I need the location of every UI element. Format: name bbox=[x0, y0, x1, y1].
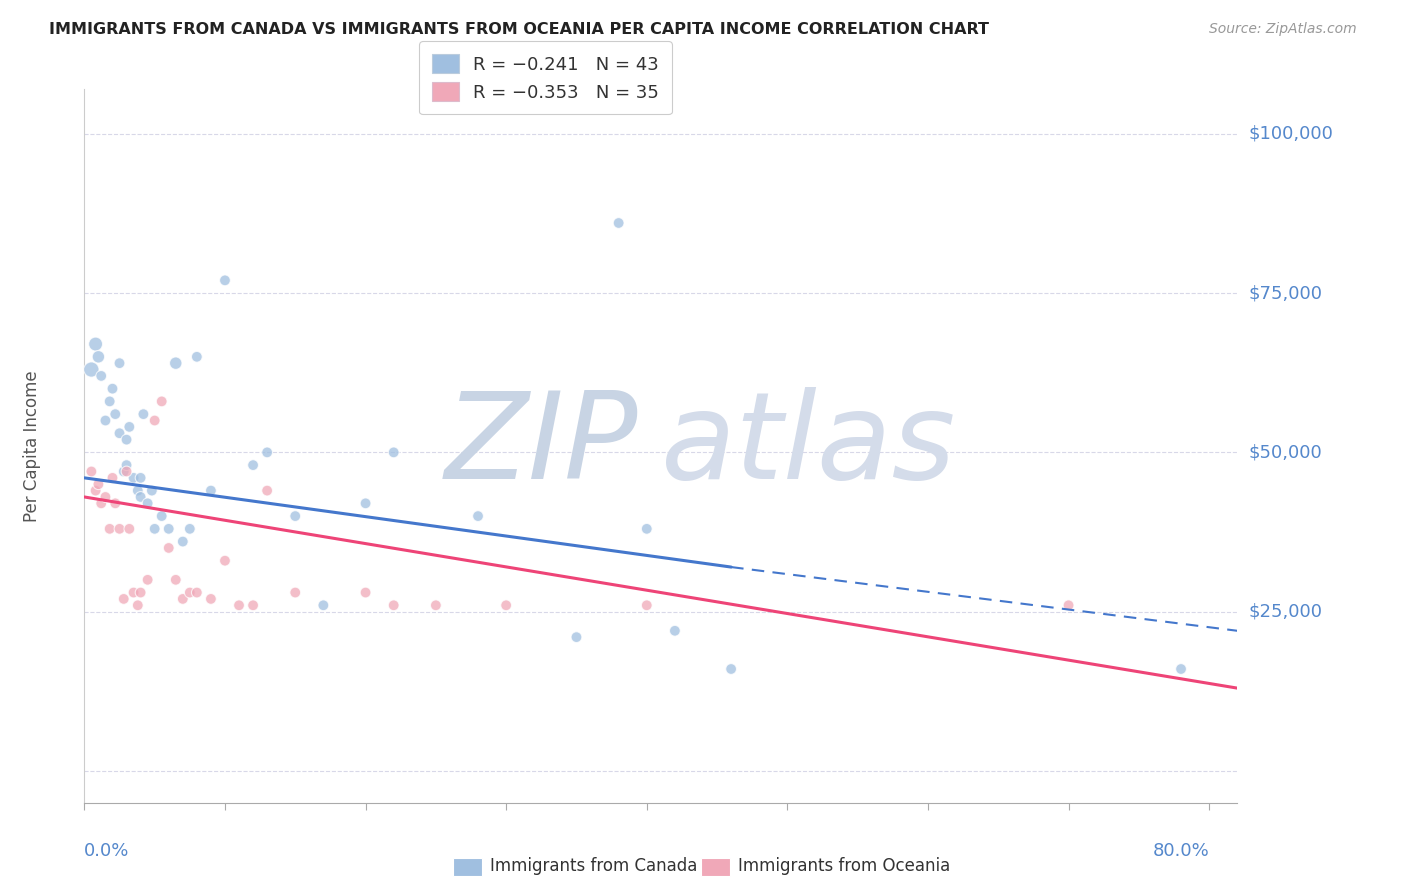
Point bbox=[467, 509, 489, 524]
Point bbox=[150, 509, 173, 524]
Point bbox=[425, 599, 447, 613]
Point bbox=[157, 541, 180, 555]
Point bbox=[80, 362, 103, 376]
Text: 80.0%: 80.0% bbox=[1153, 842, 1209, 860]
Point bbox=[84, 483, 107, 498]
Point bbox=[720, 662, 742, 676]
Point bbox=[200, 591, 222, 606]
Point bbox=[80, 465, 103, 479]
Point bbox=[98, 394, 121, 409]
Point bbox=[157, 522, 180, 536]
Point bbox=[636, 599, 658, 613]
Point bbox=[136, 573, 159, 587]
Point bbox=[1170, 662, 1192, 676]
Point bbox=[284, 585, 307, 599]
Text: $50,000: $50,000 bbox=[1249, 443, 1322, 461]
Text: Immigrants from Canada: Immigrants from Canada bbox=[491, 857, 697, 875]
Point bbox=[636, 522, 658, 536]
Point bbox=[115, 433, 138, 447]
Point bbox=[129, 471, 152, 485]
Point bbox=[186, 585, 208, 599]
Point bbox=[354, 585, 377, 599]
Text: atlas: atlas bbox=[661, 387, 956, 505]
Text: ZIP: ZIP bbox=[444, 387, 638, 505]
Point bbox=[179, 585, 201, 599]
Point bbox=[84, 337, 107, 351]
Point bbox=[242, 599, 264, 613]
Text: Source: ZipAtlas.com: Source: ZipAtlas.com bbox=[1209, 22, 1357, 37]
Point bbox=[127, 483, 149, 498]
Point bbox=[127, 599, 149, 613]
Point bbox=[108, 356, 131, 370]
Point bbox=[129, 585, 152, 599]
Text: IMMIGRANTS FROM CANADA VS IMMIGRANTS FROM OCEANIA PER CAPITA INCOME CORRELATION : IMMIGRANTS FROM CANADA VS IMMIGRANTS FRO… bbox=[49, 22, 990, 37]
Point bbox=[104, 496, 127, 510]
Point bbox=[200, 483, 222, 498]
Point bbox=[214, 273, 236, 287]
Point bbox=[104, 407, 127, 421]
Text: $75,000: $75,000 bbox=[1249, 284, 1323, 302]
Point bbox=[165, 573, 187, 587]
Point bbox=[495, 599, 517, 613]
Point bbox=[312, 599, 335, 613]
Point bbox=[98, 522, 121, 536]
Point bbox=[94, 413, 117, 427]
FancyBboxPatch shape bbox=[702, 858, 730, 876]
FancyBboxPatch shape bbox=[453, 858, 482, 876]
Point bbox=[90, 496, 112, 510]
Point bbox=[112, 465, 135, 479]
Point bbox=[115, 458, 138, 472]
Point bbox=[101, 471, 124, 485]
Point bbox=[382, 445, 405, 459]
Point bbox=[242, 458, 264, 472]
Text: 0.0%: 0.0% bbox=[84, 842, 129, 860]
Point bbox=[214, 554, 236, 568]
Point bbox=[122, 585, 145, 599]
Point bbox=[150, 394, 173, 409]
Point bbox=[132, 407, 155, 421]
Point bbox=[136, 496, 159, 510]
Point bbox=[141, 483, 163, 498]
Point bbox=[129, 490, 152, 504]
Point bbox=[179, 522, 201, 536]
Point bbox=[143, 522, 166, 536]
Point bbox=[256, 483, 278, 498]
Point bbox=[284, 509, 307, 524]
Text: Immigrants from Oceania: Immigrants from Oceania bbox=[738, 857, 950, 875]
Point bbox=[172, 591, 194, 606]
Point bbox=[87, 350, 110, 364]
Point bbox=[108, 522, 131, 536]
Point bbox=[565, 630, 588, 644]
Point bbox=[664, 624, 686, 638]
Point bbox=[143, 413, 166, 427]
Legend: R = −0.241   N = 43, R = −0.353   N = 35: R = −0.241 N = 43, R = −0.353 N = 35 bbox=[419, 41, 672, 114]
Text: Per Capita Income: Per Capita Income bbox=[24, 370, 42, 522]
Point bbox=[607, 216, 630, 230]
Text: $25,000: $25,000 bbox=[1249, 603, 1323, 621]
Point bbox=[94, 490, 117, 504]
Point bbox=[90, 368, 112, 383]
Point bbox=[101, 382, 124, 396]
Point bbox=[256, 445, 278, 459]
Point bbox=[112, 591, 135, 606]
Point bbox=[118, 420, 141, 434]
Point bbox=[108, 426, 131, 441]
Text: $100,000: $100,000 bbox=[1249, 125, 1333, 143]
Point bbox=[354, 496, 377, 510]
Point bbox=[172, 534, 194, 549]
Point bbox=[382, 599, 405, 613]
Point bbox=[122, 471, 145, 485]
Point bbox=[87, 477, 110, 491]
Point bbox=[115, 465, 138, 479]
Point bbox=[1057, 599, 1080, 613]
Point bbox=[165, 356, 187, 370]
Point bbox=[118, 522, 141, 536]
Point bbox=[228, 599, 250, 613]
Point bbox=[186, 350, 208, 364]
